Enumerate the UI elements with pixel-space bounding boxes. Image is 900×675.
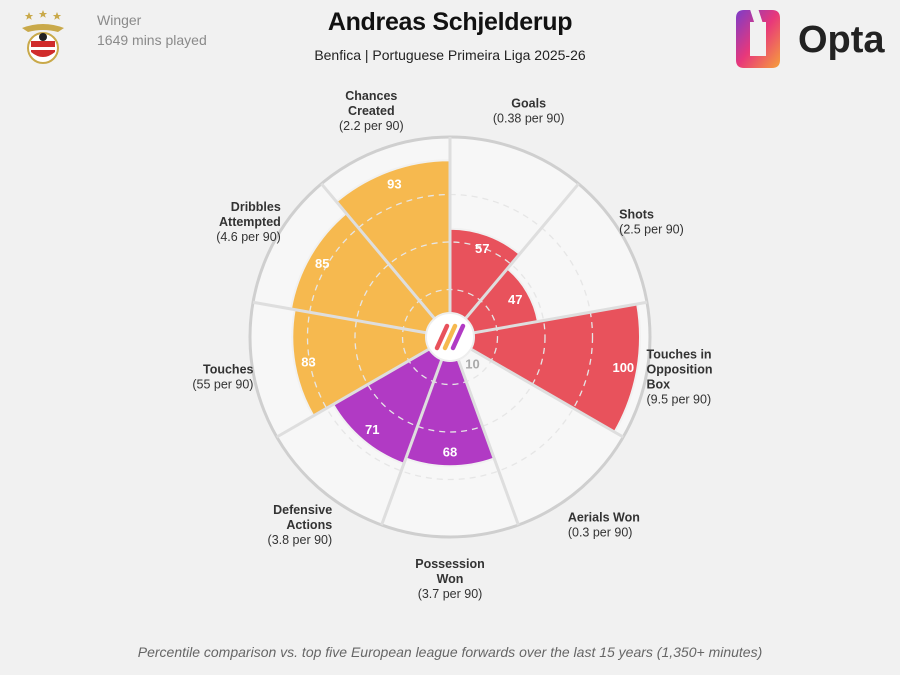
category-label-8: Dribbles Attempted (4.6 per 90) bbox=[216, 200, 281, 244]
radar-spoke-3 bbox=[449, 300, 648, 339]
page-title: Andreas Schjelderup bbox=[327, 8, 573, 36]
radar-spoke-9 bbox=[320, 182, 452, 338]
radar-spoke-2 bbox=[448, 182, 580, 338]
opta-logo: Opta bbox=[736, 6, 885, 68]
value-label-3: 100 bbox=[612, 360, 634, 375]
category-label-1: Goals (0.38 per 90) bbox=[493, 96, 565, 125]
radar-spoke-6 bbox=[380, 336, 452, 526]
value-label-7: 83 bbox=[301, 354, 315, 369]
value-label-1: 57 bbox=[475, 241, 489, 256]
value-label-5: 68 bbox=[443, 445, 457, 460]
category-label-7: Touches (55 per 90) bbox=[192, 362, 253, 391]
category-label-4: Aerials Won (0.3 per 90) bbox=[568, 511, 640, 540]
category-label-3: Touches in Opposition Box (9.5 per 90) bbox=[647, 347, 713, 406]
radar-wedge-6 bbox=[331, 334, 452, 466]
category-label-5: Possession Won (3.7 per 90) bbox=[415, 557, 484, 601]
category-label-6: Defensive Actions (3.8 per 90) bbox=[268, 503, 333, 547]
footer-note: Percentile comparison vs. top five Europ… bbox=[137, 644, 763, 660]
radar-spoke-5 bbox=[448, 336, 520, 526]
category-label-2: Shots (2.5 per 90) bbox=[619, 208, 684, 237]
center-badge-stroke-1 bbox=[434, 323, 450, 351]
value-label-4: 10 bbox=[465, 356, 479, 371]
radar-wedge-8 bbox=[289, 211, 453, 339]
value-label-6: 71 bbox=[365, 422, 379, 437]
radar-wedge-7 bbox=[291, 308, 453, 418]
page-subtitle: Benfica | Portuguese Primeira Liga 2025-… bbox=[314, 47, 586, 63]
center-badge-stroke-2 bbox=[442, 323, 458, 351]
player-position: Winger bbox=[97, 12, 142, 28]
value-label-9: 93 bbox=[387, 177, 401, 192]
player-meta: Winger 1649 mins played bbox=[97, 10, 207, 50]
value-label-8: 85 bbox=[315, 256, 329, 271]
radar-grid-ring-2 bbox=[354, 241, 546, 433]
center-badge-stroke-3 bbox=[450, 323, 466, 351]
radar-spoke-8 bbox=[252, 300, 451, 339]
player-minutes: 1649 mins played bbox=[97, 32, 207, 48]
radar-wedge-5 bbox=[404, 334, 496, 468]
radar-spoke-4 bbox=[449, 335, 624, 439]
radar-spoke-7 bbox=[276, 335, 451, 439]
radar-wedge-9 bbox=[335, 159, 451, 340]
benfica-crest-icon bbox=[22, 10, 64, 64]
opta-logo-text: Opta bbox=[798, 19, 885, 61]
category-label-9: Chances Created (2.2 per 90) bbox=[339, 89, 404, 133]
value-label-2: 47 bbox=[508, 292, 522, 307]
